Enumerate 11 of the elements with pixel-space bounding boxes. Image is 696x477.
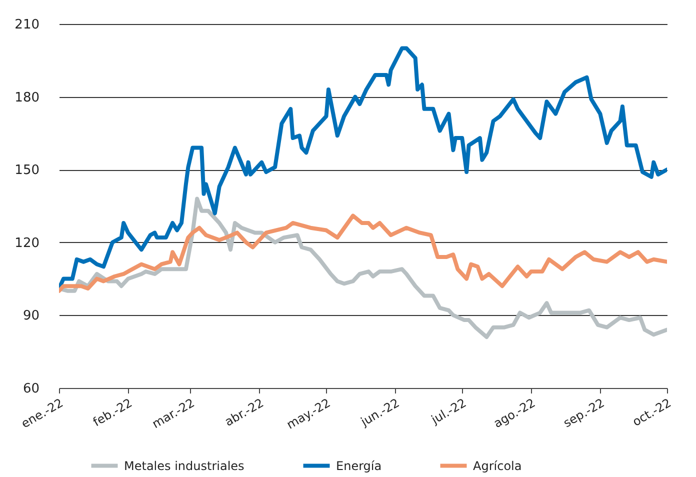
line-series	[59, 196, 667, 340]
line-series	[59, 214, 667, 293]
legend-label: Energía	[336, 458, 382, 473]
y-tick-label: 210	[14, 18, 40, 32]
y-tick-label: 90	[22, 308, 40, 324]
y-tick-label: 150	[14, 163, 40, 178]
y-tick-label: 120	[14, 236, 40, 251]
y-tick-label: 180	[14, 90, 40, 106]
y-tick-label: 60	[22, 382, 40, 396]
legend-label: Metales industriales	[124, 458, 244, 473]
legend-label: Agrícola	[473, 458, 522, 473]
